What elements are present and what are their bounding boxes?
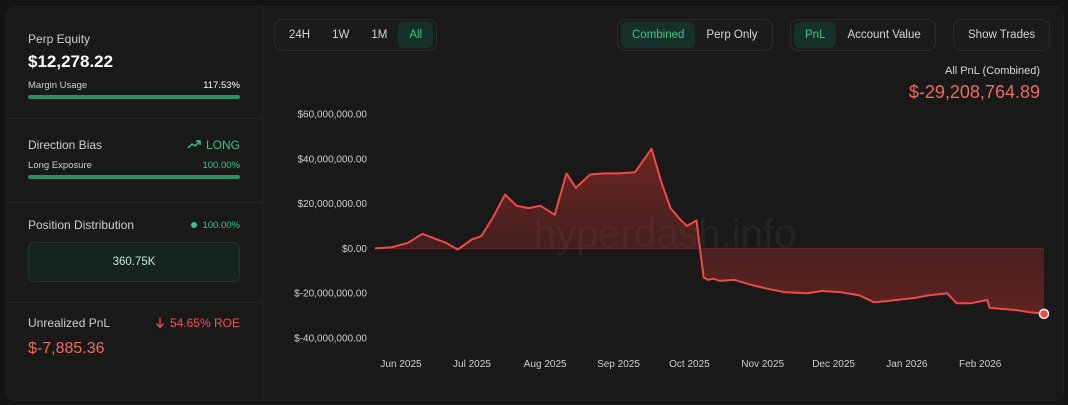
y-tick-label: $0.00: [342, 244, 367, 255]
position-distribution-bar[interactable]: 360.75K: [28, 242, 240, 282]
unrealized-pnl-roe: 54.65% ROE: [169, 316, 240, 330]
y-tick-label: $-40,000,000.00: [294, 334, 367, 345]
unrealized-pnl-value: $-7,885.36: [28, 340, 105, 357]
x-tick-label: Oct 2025: [669, 359, 710, 370]
position-distribution-label: Position Distribution: [28, 218, 135, 232]
x-tick-label: Jan 2026: [886, 359, 928, 370]
position-distribution-value: 100.00%: [202, 219, 240, 231]
timeframe-all-button[interactable]: All: [398, 22, 434, 48]
mode-selector: Combined Perp Only: [617, 19, 773, 51]
direction-bias-value: LONG: [205, 138, 240, 152]
latest-point-marker[interactable]: [1038, 308, 1050, 320]
long-exposure-value: 100.00%: [202, 160, 240, 171]
pnl-series-line: [374, 147, 1045, 315]
y-tick-label: $-20,000,000.00: [294, 289, 367, 300]
direction-bias-label: Direction Bias: [28, 138, 103, 152]
timeframe-1m-button[interactable]: 1M: [371, 29, 388, 41]
x-tick-label: Jul 2025: [453, 359, 491, 370]
pnl-area-negative: [375, 248, 1044, 314]
long-exposure-label: Long Exposure: [28, 160, 92, 171]
long-dot-icon: [191, 222, 198, 228]
x-tick-label: Aug 2025: [524, 359, 567, 370]
long-exposure-fill: [28, 175, 240, 179]
combined-button[interactable]: Combined: [621, 22, 696, 48]
perp-equity-label: Perp Equity: [28, 32, 91, 46]
unrealized-pnl-label: Unrealized PnL: [28, 316, 111, 330]
timeframe-24h-button[interactable]: 24H: [289, 29, 311, 41]
perp-equity-section: Perp Equity $12,278.22 Margin Usage 117.…: [28, 32, 240, 99]
x-tick-label: Sep 2025: [597, 359, 640, 370]
pnl-button[interactable]: PnL: [794, 22, 837, 48]
y-tick-label: $20,000,000.00: [297, 199, 367, 210]
account-summary-panel: Perp Equity $12,278.22 Margin Usage 117.…: [6, 6, 263, 399]
show-trades-toggle: Show Trades: [953, 19, 1051, 51]
pnl-title: All PnL (Combined): [945, 65, 1040, 77]
timeframe-1w-button[interactable]: 1W: [332, 29, 350, 41]
perp-only-button[interactable]: Perp Only: [706, 29, 758, 41]
divider: [6, 118, 262, 119]
x-tick-label: Jun 2025: [380, 359, 422, 370]
y-tick-label: $60,000,000.00: [297, 110, 367, 121]
perp-equity-value: $12,278.22: [28, 52, 114, 71]
long-exposure-bar: [28, 175, 240, 179]
margin-usage-value: 117.53%: [203, 80, 240, 91]
x-tick-label: Dec 2025: [812, 359, 855, 370]
y-tick-label: $40,000,000.00: [297, 154, 367, 165]
x-tick-label: Feb 2026: [959, 359, 1002, 370]
timeframe-selector: 24H 1W 1M All: [274, 19, 438, 51]
metric-selector: PnL Account Value: [790, 19, 936, 51]
margin-usage-bar: [28, 95, 240, 99]
position-distribution-section: Position Distribution 100.00% 360.75K: [28, 218, 240, 282]
show-trades-button[interactable]: Show Trades: [968, 29, 1036, 41]
direction-bias-section: Direction Bias LONG Long Exposure 100.00…: [28, 138, 240, 179]
trending-up-icon: [187, 140, 201, 149]
position-distribution-amount: 360.75K: [112, 256, 156, 268]
pnl-total-value: $-29,208,764.89: [908, 82, 1040, 102]
x-tick-label: Nov 2025: [741, 359, 784, 370]
account-value-button[interactable]: Account Value: [847, 29, 921, 41]
arrow-down-icon: [155, 318, 164, 329]
margin-usage-label: Margin Usage: [28, 80, 88, 91]
divider: [6, 202, 262, 203]
unrealized-pnl-section: Unrealized PnL 54.65% ROE $-7,885.36: [28, 316, 240, 358]
divider: [6, 302, 262, 303]
dashboard-card: [6, 6, 1064, 401]
margin-usage-fill: [28, 95, 240, 99]
